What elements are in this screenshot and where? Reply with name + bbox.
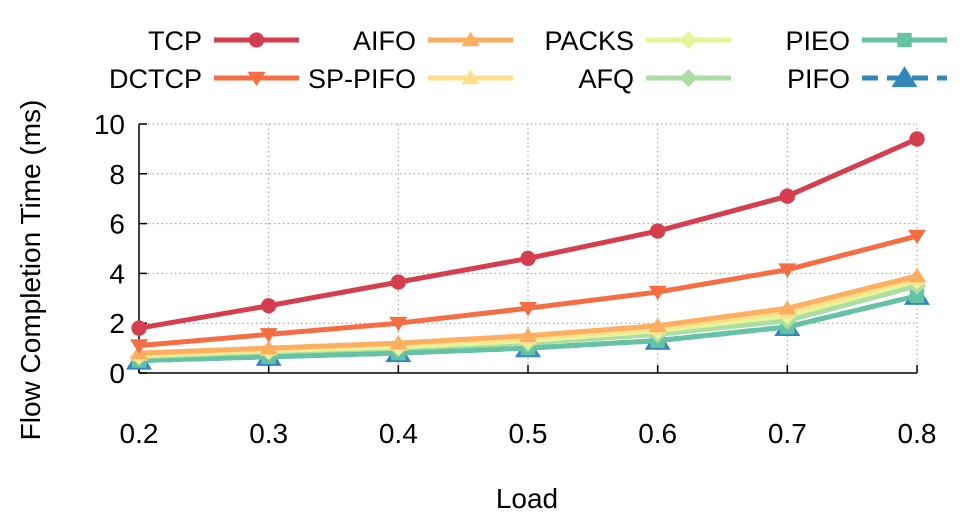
y-tick-label: 8 <box>109 159 125 190</box>
data-point-dctcp <box>130 339 148 354</box>
data-point-aifo <box>519 327 537 342</box>
legend-item-dctcp: DCTCP <box>109 64 299 94</box>
data-point-aifo <box>908 267 926 283</box>
legend-marker-dctcp <box>247 71 266 87</box>
series-layer <box>126 131 930 370</box>
data-point-dctcp <box>648 285 667 301</box>
data-point-pieo <box>909 288 925 304</box>
x-tick-label: 0.7 <box>768 418 807 449</box>
legend-marker-afq <box>679 69 698 87</box>
y-axis-label: Flow Completion Time (ms) <box>15 100 46 441</box>
series-dctcp <box>130 229 926 354</box>
legend: TCP DCTCP AIFO SP-PIFO PACKS AFQ PIEO PIFO <box>109 26 947 94</box>
legend-marker-sp-pifo <box>461 69 480 85</box>
x-axis-label: Load <box>496 483 558 514</box>
legend-label-pifo: PIFO <box>787 64 850 94</box>
data-point-tcp <box>779 188 795 204</box>
y-tick-label: 2 <box>109 308 125 339</box>
legend-label-dctcp: DCTCP <box>109 64 202 94</box>
data-point-aifo <box>648 317 667 332</box>
x-tick-label: 0.8 <box>898 418 937 449</box>
data-point-dctcp <box>259 328 278 343</box>
x-tick-label: 0.6 <box>638 418 677 449</box>
legend-item-packs: PACKS <box>544 26 731 56</box>
data-point-tcp <box>390 274 406 290</box>
data-point-dctcp <box>908 229 926 245</box>
data-point-tcp <box>650 223 666 239</box>
data-point-dctcp <box>519 301 537 317</box>
data-point-dctcp <box>389 316 408 332</box>
data-point-aifo <box>389 335 408 350</box>
legend-marker-tcp <box>248 32 265 48</box>
y-tick-label: 4 <box>109 258 125 289</box>
legend-marker-aifo <box>461 31 480 47</box>
x-tick-label: 0.2 <box>120 418 159 449</box>
axes-layer: 0 2 4 6 8 10 0.2 0.3 0.4 0.5 0.6 0.7 0.8 <box>94 109 937 449</box>
y-tick-label: 0 <box>109 358 125 389</box>
legend-label-aifo: AIFO <box>353 26 416 56</box>
x-tick-label: 0.5 <box>509 418 548 449</box>
legend-item-afq: AFQ <box>578 64 731 94</box>
legend-item-pieo: PIEO <box>785 26 947 56</box>
x-tick-label: 0.4 <box>379 418 418 449</box>
data-point-tcp <box>131 320 147 336</box>
legend-label-tcp: TCP <box>148 26 202 56</box>
legend-marker-pieo <box>897 32 912 48</box>
data-point-aifo <box>778 300 797 315</box>
legend-marker-packs <box>679 31 698 49</box>
legend-item-aifo: AIFO <box>353 26 513 56</box>
legend-item-pifo: PIFO <box>787 64 947 94</box>
legend-label-packs: PACKS <box>544 26 634 56</box>
data-point-dctcp <box>778 263 797 278</box>
y-tick-label: 10 <box>94 109 125 140</box>
data-point-aifo <box>259 340 278 355</box>
legend-label-sp-pifo: SP-PIFO <box>308 64 416 94</box>
legend-item-sp-pifo: SP-PIFO <box>308 64 513 94</box>
data-point-tcp <box>520 250 536 267</box>
legend-label-pieo: PIEO <box>785 26 850 56</box>
x-tick-label: 0.3 <box>249 418 288 449</box>
legend-item-tcp: TCP <box>148 26 299 56</box>
series-tcp <box>131 131 925 336</box>
legend-label-afq: AFQ <box>578 64 634 94</box>
y-tick-label: 6 <box>109 209 125 240</box>
legend-marker-pifo <box>891 66 918 88</box>
data-point-tcp <box>909 131 925 147</box>
series-aifo <box>130 267 926 360</box>
data-point-tcp <box>261 298 277 314</box>
